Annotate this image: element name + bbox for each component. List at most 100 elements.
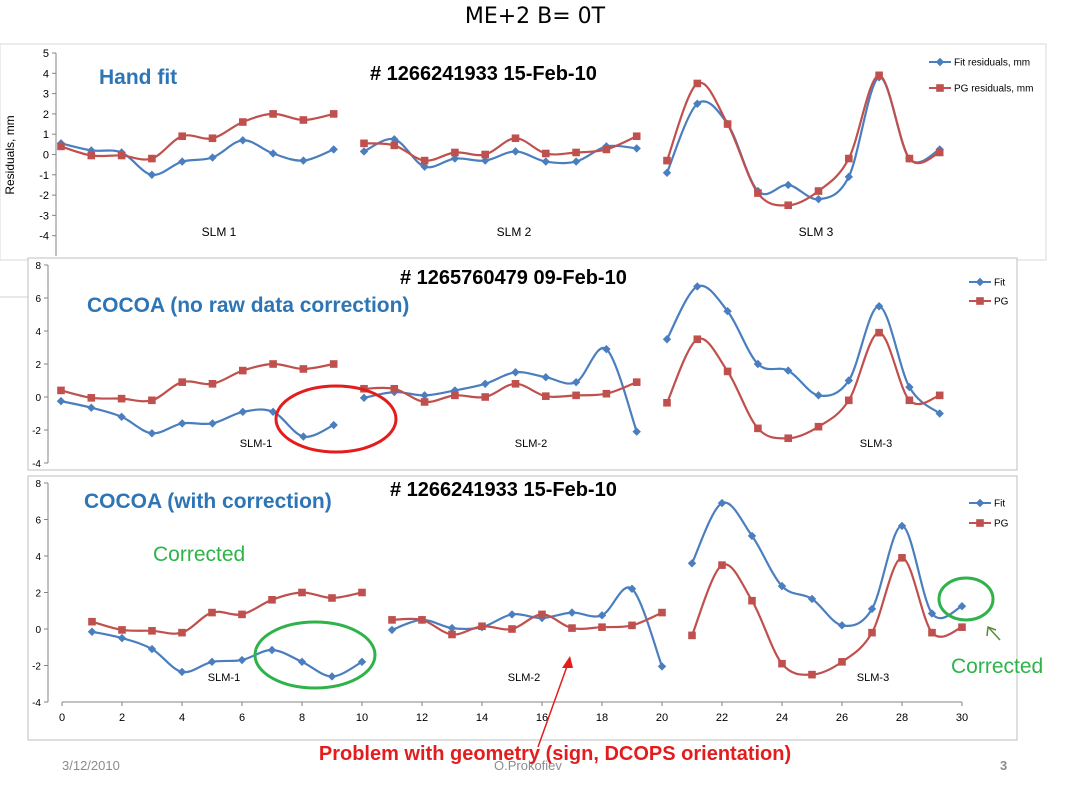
fit-data-point [87, 627, 97, 636]
fit-data-point [238, 136, 247, 145]
fit-data-point [208, 153, 217, 162]
fit-data-point [208, 419, 217, 428]
x-tick-label: 2 [119, 712, 125, 724]
fit-data-point [867, 604, 877, 614]
pg-data-point [388, 616, 396, 624]
y-tick-label: 0 [43, 150, 49, 162]
fit-data-point [571, 377, 581, 387]
y-axis-title: Residuals, mm [3, 115, 17, 194]
pg-data-point [868, 628, 876, 637]
pg-data-point [269, 360, 277, 368]
pg-data-point [358, 588, 366, 597]
x-tick-label: 14 [476, 712, 488, 724]
x-tick-label: 22 [716, 712, 728, 724]
plot-area [87, 498, 967, 681]
corrected-annotation: Corrected [951, 655, 1043, 678]
fit-series-line [60, 139, 335, 176]
pg-data-point [723, 120, 732, 128]
fit-data-point [541, 157, 550, 166]
fit-data-point [177, 667, 187, 677]
x-tick-label: 4 [179, 712, 185, 724]
pg-data-point [299, 365, 308, 373]
fit-data-point [957, 601, 967, 611]
legend-label: PG [994, 297, 1009, 308]
pg-data-point [693, 335, 702, 344]
y-tick-label: 4 [43, 68, 49, 80]
pg-data-point [329, 360, 338, 368]
fit-data-point [56, 396, 66, 406]
fit-data-point [447, 623, 457, 633]
y-tick-label: 2 [35, 589, 41, 600]
fit-data-point [207, 657, 217, 667]
fit-series-line [391, 586, 664, 667]
fit-data-point [662, 335, 672, 344]
pg-data-point [57, 142, 65, 151]
fit-data-point [420, 391, 429, 400]
pg-data-point [632, 132, 641, 141]
fit-data-point [87, 146, 96, 155]
y-tick-label: 6 [35, 294, 41, 305]
y-axis: -4 -2 0 2 4 6 8 [32, 261, 49, 470]
fit-data-point [935, 57, 945, 67]
pg-data-point [57, 386, 65, 395]
group-label: SLM-2 [508, 672, 540, 684]
fit-data-point [632, 427, 641, 436]
fit-data-point [602, 344, 611, 354]
fit-data-point [657, 662, 667, 671]
pg-series-line [60, 362, 334, 403]
footer-page-number: 3 [1000, 758, 1008, 773]
y-tick-label: -2 [32, 426, 41, 437]
fit-data-point [238, 407, 247, 417]
y-tick-label: 8 [35, 261, 41, 272]
pg-data-point [118, 626, 126, 634]
chart-legend: Fit PG [969, 278, 1009, 308]
fit-data-point [874, 302, 884, 311]
fit-data-point [267, 645, 277, 655]
x-tick-label: 8 [299, 712, 305, 724]
group-label: SLM-3 [860, 438, 892, 450]
x-axis: 0 2 4 6 8 10 12 14 16 18 20 22 24 26 28 30 [59, 701, 968, 724]
group-label: SLM 3 [799, 225, 834, 239]
pg-data-point [451, 148, 459, 157]
pg-data-point [905, 154, 914, 163]
fit-data-point [632, 144, 641, 153]
pg-series-line [91, 591, 363, 635]
pg-data-point [572, 148, 580, 157]
fit-data-point [329, 145, 338, 154]
fit-data-point [359, 393, 369, 403]
y-tick-label: 1 [43, 129, 49, 141]
fit-data-point [511, 147, 520, 156]
fit-data-point [814, 391, 823, 400]
pg-data-point [898, 554, 906, 562]
pg-data-point [976, 519, 984, 527]
x-tick-label: 0 [59, 712, 65, 724]
pg-series-line [391, 611, 663, 636]
fit-data-point [541, 373, 550, 382]
x-tick-label: 16 [536, 712, 548, 724]
pg-data-point [298, 588, 306, 597]
pg-data-point [718, 561, 726, 569]
fit-data-point [117, 412, 126, 421]
pg-data-point [663, 398, 671, 407]
pg-series-line [363, 135, 638, 162]
fit-data-point [687, 559, 697, 568]
fit-series-line [363, 346, 638, 432]
pg-data-point [208, 608, 216, 617]
pg-data-point [845, 154, 853, 163]
pg-data-point [117, 394, 126, 403]
y-axis: -4 -2 0 2 4 6 8 [32, 479, 49, 709]
pg-data-point [754, 189, 762, 197]
y-tick-label: 2 [35, 360, 41, 371]
pg-data-point [390, 384, 399, 393]
fit-data-point [147, 429, 157, 438]
fit-data-point [777, 581, 787, 591]
pg-data-point [572, 391, 580, 400]
pg-data-point [958, 623, 966, 631]
fit-data-point [975, 498, 985, 508]
pg-data-point [693, 79, 702, 88]
fit-data-point [299, 156, 308, 165]
pg-data-point [178, 628, 186, 637]
pg-data-point [905, 396, 914, 405]
pg-data-point [88, 617, 96, 626]
x-tick-label: 28 [896, 712, 908, 724]
